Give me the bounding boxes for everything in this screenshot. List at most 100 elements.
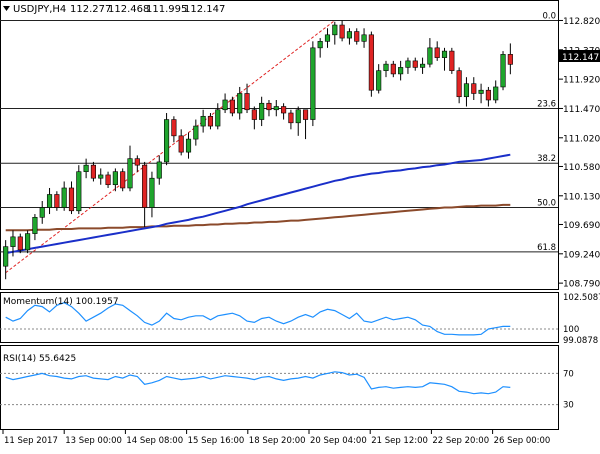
candle-body[interactable] [485,89,491,101]
candle-body[interactable] [259,102,265,120]
time-tick-label: 13 Sep 00:00 [65,436,122,446]
candle-body[interactable] [61,187,67,208]
candle-body[interactable] [134,158,140,166]
candle-body[interactable] [39,207,45,218]
time-tick-label: 20 Sep 04:00 [310,436,367,446]
candle-body[interactable] [273,106,279,111]
candle-body[interactable] [478,89,484,94]
time-tick-label: 14 Sep 08:00 [126,436,183,446]
candle-body[interactable] [156,161,162,179]
candle-body[interactable] [68,187,75,212]
candle-body[interactable] [17,236,23,251]
candle-body[interactable] [354,31,360,42]
candle-body[interactable] [127,158,133,189]
candle-body[interactable] [420,63,426,68]
candle-body[interactable] [120,171,126,189]
rsi-line [5,371,511,395]
collapse-arrow-icon[interactable] [3,6,10,11]
candle-body[interactable] [302,109,309,120]
candle-body[interactable] [215,109,221,127]
candle-body[interactable] [112,171,118,186]
momentum-tick-label: 99.0878 [563,336,598,346]
price-tick-label: 110.130 [563,192,600,202]
candle-body[interactable] [463,83,470,98]
time-tick-label: 22 Sep 20:00 [432,436,489,446]
fibonacci-level-label: 0.0 [542,11,556,21]
ohlc-close: 112.147 [184,4,225,15]
candle-body[interactable] [244,93,250,111]
candle-body[interactable] [164,119,170,163]
price-tick-label: 111.470 [563,105,600,115]
candle-body[interactable] [149,177,155,208]
candle-body[interactable] [281,106,287,114]
candles-layer[interactable] [3,20,513,280]
price-tick-label: 108.790 [563,280,600,290]
candle-body[interactable] [10,236,16,247]
candle-body[interactable] [46,194,53,208]
fibonacci-level-label: 38.2 [537,154,556,164]
candle-body[interactable] [98,174,104,179]
candle-body[interactable] [332,24,338,36]
candle-body[interactable] [346,31,352,39]
candle-body[interactable] [456,70,462,98]
candle-body[interactable] [405,60,411,68]
candle-body[interactable] [222,99,228,111]
candle-body[interactable] [324,34,331,42]
candle-body[interactable] [390,63,396,75]
candle-body[interactable] [441,50,448,58]
candle-body[interactable] [3,246,9,267]
candle-body[interactable] [427,47,433,65]
slow-moving-average-line [5,203,511,232]
candle-body[interactable] [339,24,345,39]
momentum-line [5,302,511,336]
time-tick-label: 15 Sep 16:00 [188,436,245,446]
candle-body[interactable] [383,63,389,71]
price-panel-frame [0,0,559,290]
current-price-label: 112.147 [562,53,599,63]
axis-layer: 112.820112.370111.920111.470111.020110.5… [2,17,600,446]
candle-body[interactable] [412,60,418,68]
candle-body[interactable] [25,233,31,251]
candle-body[interactable] [295,109,301,124]
momentum-label: Momentum(14) 100.1957 [3,297,119,307]
candle-body[interactable] [493,86,499,101]
candle-body[interactable] [200,115,206,127]
rsi-panel-frame [0,345,559,430]
candle-body[interactable] [171,119,177,137]
candle-body[interactable] [185,138,192,153]
candle-body[interactable] [54,194,60,208]
candle-body[interactable] [288,112,294,124]
ohlc-open: 112.277 [70,4,111,15]
candle-body[interactable] [376,70,382,91]
candle-body[interactable] [90,164,96,179]
candle-body[interactable] [178,135,184,153]
candle-body[interactable] [251,109,257,120]
candle-body[interactable] [266,102,272,111]
ohlc-high: 112.468 [108,4,149,15]
candle-body[interactable] [507,54,513,65]
ohlc-low: 111.995 [146,4,187,15]
candle-body[interactable] [310,47,316,120]
candle-body[interactable] [83,164,89,172]
candle-body[interactable] [105,174,111,186]
candle-body[interactable] [361,34,367,42]
candle-body[interactable] [398,67,404,75]
candle-body[interactable] [142,164,148,208]
candle-body[interactable] [317,41,323,49]
candle-body[interactable] [434,47,440,58]
candle-body[interactable] [449,50,455,71]
candle-body[interactable] [237,93,243,114]
price-tick-label: 111.920 [563,76,600,86]
candle-body[interactable] [32,217,38,234]
price-tick-label: 109.690 [563,221,600,231]
candle-body[interactable] [500,54,506,88]
candle-body[interactable] [229,99,235,114]
candle-body[interactable] [368,34,374,91]
rsi-tick-label: 70 [563,369,574,379]
candle-body[interactable] [76,171,82,212]
price-tick-label: 110.580 [563,163,600,173]
candle-body[interactable] [193,125,199,140]
candle-body[interactable] [207,115,214,127]
candle-body[interactable] [471,83,477,94]
